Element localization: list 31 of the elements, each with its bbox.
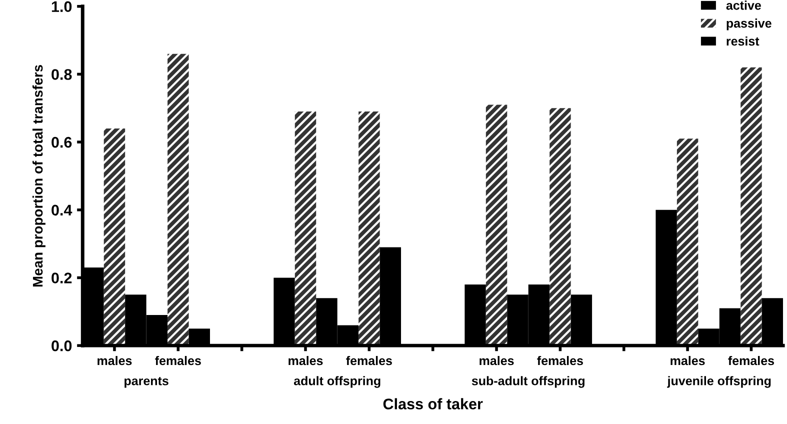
- x-tick-label: males: [98, 356, 132, 366]
- y-tick-label: 0.2: [52, 272, 72, 284]
- x-tick-label: males: [670, 356, 705, 366]
- y-tick-label: 1.0: [52, 1, 72, 12]
- text: adult offspring: [294, 376, 380, 388]
- x-tick-label: males: [288, 356, 323, 366]
- y-tick-label: 0.6: [52, 136, 72, 148]
- x-tick-label: females: [155, 356, 201, 366]
- y-axis-title: Mean proportion of total transfers: [32, 65, 46, 287]
- bar: [294, 112, 316, 346]
- bar: [358, 112, 380, 346]
- bar: [740, 67, 762, 346]
- text: sub-adult offspring: [472, 376, 584, 388]
- bar: [486, 104, 508, 346]
- text: juvenile offspring: [667, 376, 771, 388]
- x-tick-label: females: [346, 356, 392, 366]
- bar: [104, 128, 126, 346]
- bar: [676, 138, 698, 346]
- legend-label: passive: [726, 18, 772, 30]
- x-tick-label: females: [728, 356, 774, 366]
- y-tick-label: 0.8: [52, 69, 72, 80]
- text: parents: [124, 377, 168, 388]
- bar: [168, 54, 189, 346]
- legend-label: resist: [726, 36, 760, 46]
- bar: [550, 108, 571, 346]
- x-tick-label: females: [537, 356, 583, 366]
- x-tick-label: males: [480, 356, 514, 366]
- y-tick-label: 0.0: [52, 340, 72, 352]
- x-axis-title: Class of taker: [383, 398, 483, 410]
- legend-label: active: [726, 0, 761, 10]
- y-tick-label: 0.4: [52, 204, 72, 216]
